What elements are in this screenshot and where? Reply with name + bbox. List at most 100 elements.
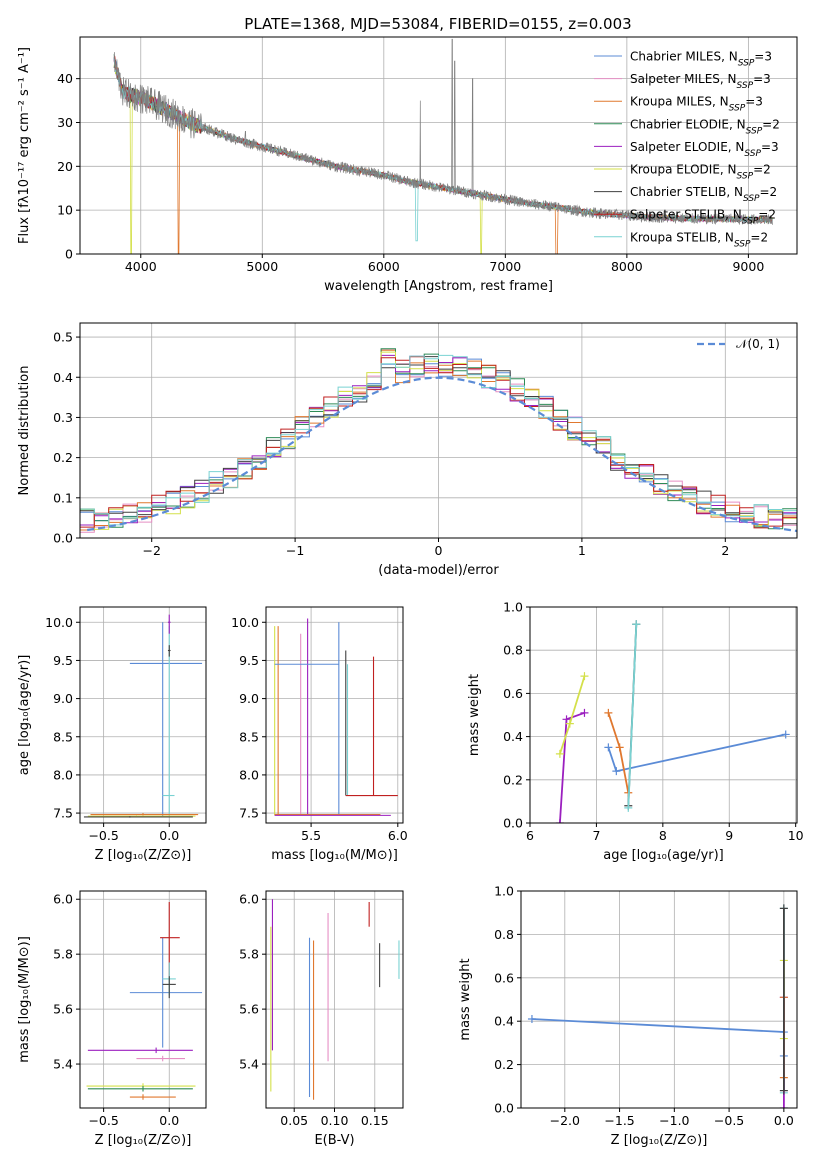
y-tick-label: 0.0 (494, 1101, 514, 1116)
y-tick-label: 0.0 (53, 531, 73, 546)
series-point (562, 715, 571, 724)
x-tick-label: 0.0 (159, 828, 179, 843)
legend-entry-sub: SSP (744, 149, 761, 159)
legend-entry-tail: =3 (745, 95, 763, 109)
legend-entry-tail: =2 (762, 117, 780, 131)
x-tick-label: 5000 (246, 259, 278, 274)
legend-entry-base: Salpeter ELODIE, N (630, 140, 744, 154)
series-point (555, 819, 564, 823)
y-tick-label: 9.5 (239, 653, 259, 668)
plot-area (274, 618, 398, 816)
y-tick-label: 0.3 (53, 410, 73, 425)
y-tick-label: 20 (57, 159, 73, 174)
legend-entry-sub: SSP (738, 59, 755, 69)
y-tick-label: 5.8 (53, 947, 73, 962)
series-point (604, 708, 613, 717)
y-axis-label: mass weight (467, 674, 482, 756)
legend-entry-sub: SSP (729, 104, 746, 114)
legend-entry-tail: =2 (760, 185, 778, 199)
plot-area (86, 901, 203, 1100)
series-point (779, 1104, 788, 1108)
legend-entry-base: Kroupa STELIB, N (630, 230, 734, 244)
x-tick-label: 9 (725, 828, 733, 843)
x-axis-label: E(B-V) (314, 1133, 354, 1148)
series-point (604, 743, 613, 752)
x-tick-label: 0.10 (321, 1113, 349, 1128)
legend-entry-base: Chabrier STELIB, N (630, 185, 743, 199)
legend-entry: Kroupa MILES, NSSP=3 (630, 95, 763, 114)
x-tick-label: 4000 (125, 259, 157, 274)
mass-vs-ebv-panel: 0.05 0.10 0.15 5.4 5.6 5.8 6.0 E(B-V) (239, 890, 404, 1148)
y-axis-label: mass weight (458, 958, 473, 1040)
x-axis-label: wavelength [Angstrom, rest frame] (324, 279, 553, 294)
legend-entry-sub: SSP (737, 172, 754, 182)
x-axis-label: (data-model)/error (378, 563, 499, 578)
legend-entry-base: Kroupa ELODIE, N (630, 163, 737, 177)
x-axis-label: Z [log₁₀(Z/Z⊙)] (611, 1133, 708, 1148)
spectrum-model-kroupa_miles (113, 59, 773, 254)
series-line (607, 712, 630, 793)
y-tick-label: 0.2 (494, 1057, 514, 1072)
x-tick-label: 8 (659, 828, 667, 843)
y-tick-label: 0.0 (503, 816, 523, 831)
series-point (612, 767, 621, 776)
mass-vs-Z-panel: −0.5 0.0 5.4 5.6 5.8 6.0 Z [log₁₀(Z/Z⊙)] mass [… (17, 890, 207, 1148)
y-tick-label: 8.5 (53, 729, 73, 744)
x-axis-label: Z [log₁₀(Z/Z⊙)] (95, 1133, 192, 1148)
histogram-kroupa_stelib (80, 354, 797, 526)
series-point (615, 743, 624, 752)
legend-entry: Kroupa STELIB, NSSP=2 (630, 230, 768, 249)
y-tick-label: 8.0 (53, 767, 73, 782)
legend-entry: Kroupa ELODIE, NSSP=2 (630, 163, 771, 182)
legend-entry-base: Salpeter STELIB, N (630, 208, 742, 222)
plot-area (80, 348, 797, 533)
legend-entry-tail: =2 (758, 208, 776, 222)
y-tick-label: 0.4 (503, 729, 523, 744)
series-point (580, 708, 589, 717)
y-tick-label: 10.0 (45, 615, 73, 630)
x-tick-label: 0.0 (159, 1113, 179, 1128)
x-axis-label: age [log₁₀(age/yr)] (603, 848, 724, 863)
y-tick-label: 1.0 (503, 600, 523, 615)
y-tick-label: 7.5 (239, 806, 259, 821)
legend-entry: Salpeter ELODIE, NSSP=3 (630, 140, 779, 159)
y-tick-label: 5.6 (53, 1002, 73, 1017)
legend-entry-tail: =3 (754, 50, 772, 64)
series-point (632, 620, 641, 629)
spectrum-data (113, 38, 773, 225)
series-point (555, 749, 564, 758)
x-tick-label: −1.0 (659, 1113, 689, 1128)
y-tick-label: 0.8 (494, 927, 514, 942)
y-tick-label: 0 (65, 247, 73, 262)
x-tick-label: 8000 (611, 259, 643, 274)
x-tick-label: 10 (788, 828, 804, 843)
x-tick-label: 0.0 (774, 1113, 794, 1128)
legend-entry: 𝒩(0, 1) (736, 337, 780, 351)
series-point (565, 719, 574, 728)
x-tick-label: −0.5 (88, 1113, 118, 1128)
legend-entry-sub: SSP (737, 81, 754, 91)
series-line (559, 711, 585, 823)
y-tick-label: 0.6 (494, 970, 514, 985)
mass-weight-vs-age-panel: 6 7 8 9 10 0.0 0.2 0.4 0.6 0.8 1.0 age [log₁₀(age/y… (467, 600, 804, 864)
legend-entry-base: Chabrier ELODIE, N (630, 117, 746, 131)
y-tick-label: 5.8 (239, 947, 259, 962)
x-tick-label: 0 (435, 543, 443, 558)
legend-entry-sub: SSP (746, 126, 763, 136)
y-tick-label: 0.2 (53, 450, 73, 465)
x-tick-label: −0.5 (88, 828, 118, 843)
x-tick-label: 0.15 (361, 1113, 389, 1128)
legend-entry-tail: =2 (753, 163, 771, 177)
x-tick-label: 1 (578, 543, 586, 558)
residual-histogram-panel: 𝒩(0, 1) −2 −1 0 1 2 0.0 0.1 0.2 0.3 0.4 0.5 (data-mo… (17, 322, 798, 578)
x-axis-label: Z [log₁₀(Z/Z⊙)] (95, 848, 192, 863)
plot-area (113, 38, 773, 254)
axes-frame (520, 890, 798, 1109)
histogram-chabrier_stelib (80, 356, 797, 525)
legend-entry-base: Salpeter MILES, N (630, 72, 737, 86)
series-point (527, 1015, 536, 1024)
mass-weight-vs-Z-panel: −2.0 −1.5 −1.0 −0.5 0.0 0.0 0.2 0.4 0.6 0.8 1.0 Z [… (458, 884, 798, 1148)
